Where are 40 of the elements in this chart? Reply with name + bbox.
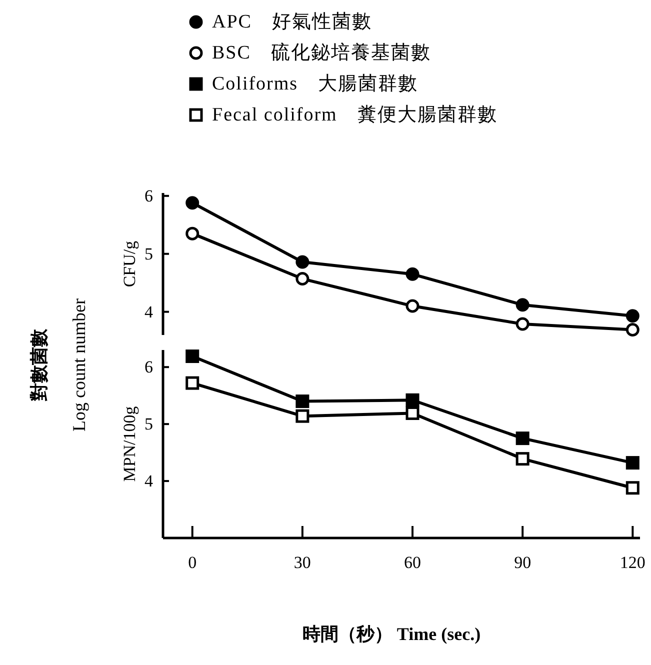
point bbox=[406, 406, 420, 420]
point bbox=[626, 309, 640, 323]
point bbox=[626, 456, 640, 470]
point bbox=[406, 267, 420, 281]
x-tick-label: 0 bbox=[188, 553, 197, 572]
y-tick-label: 6 bbox=[144, 186, 153, 206]
point bbox=[516, 432, 530, 446]
y-axis-title: CFU/g bbox=[120, 240, 139, 288]
point bbox=[406, 299, 420, 313]
y-tick-label: 6 bbox=[144, 358, 153, 377]
point bbox=[406, 393, 420, 407]
text: 對數菌數 bbox=[29, 328, 49, 402]
legend-label: BSC 硫化鉍培養基菌數 bbox=[212, 42, 431, 64]
x-tick-label: 90 bbox=[514, 553, 532, 572]
point bbox=[296, 409, 310, 423]
y-tick-label: 5 bbox=[144, 244, 153, 264]
y-tick-label: 4 bbox=[144, 472, 154, 491]
y-tick-label: 5 bbox=[144, 414, 153, 434]
point bbox=[186, 226, 200, 240]
point bbox=[186, 350, 200, 364]
x-axis-title: 時間（秒） Time (sec.) bbox=[302, 624, 481, 644]
point bbox=[296, 394, 310, 408]
x-tick-label: 60 bbox=[404, 553, 422, 572]
point bbox=[626, 481, 640, 495]
text: Log count number bbox=[69, 298, 89, 432]
point bbox=[296, 255, 310, 269]
y-tick-label: 4 bbox=[144, 302, 154, 322]
point bbox=[516, 317, 530, 331]
point bbox=[626, 323, 640, 337]
x-tick-label: 120 bbox=[620, 553, 646, 572]
y-axis-title: MPN/100g bbox=[120, 406, 139, 482]
legend-label: APC 好氣性菌數 bbox=[212, 12, 372, 32]
point bbox=[516, 298, 530, 312]
legend-label: Fecal coliform 糞便大腸菌群數 bbox=[212, 104, 498, 126]
point bbox=[516, 452, 530, 466]
point bbox=[186, 196, 200, 210]
point bbox=[296, 272, 310, 286]
x-tick-label: 30 bbox=[294, 553, 311, 572]
point bbox=[186, 376, 200, 390]
legend-label: Coliforms 大腸菌群數 bbox=[212, 74, 418, 94]
